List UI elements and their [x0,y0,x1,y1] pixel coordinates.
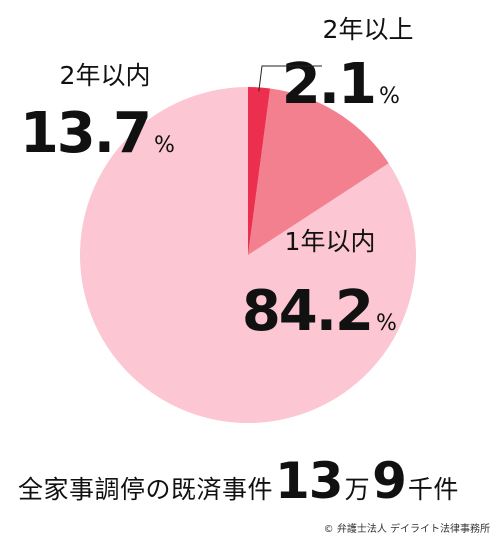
caption-prefix: 全家事調停の既済事件 [18,475,274,504]
slice-label-1: 1年以内 [285,227,376,256]
slice-value-2: 13.7 [20,101,150,166]
copyright-credit: © 弁護士法人 デイライト法律事務所 [323,524,490,535]
slice-label-3: 2年以上 [323,15,414,44]
slice-value-1: 84.2 [242,279,372,344]
caption-number-1: 13 [275,452,344,510]
slice-unit-2: % [154,133,175,158]
slice-unit-1: % [376,311,397,336]
slice-value-3: 2.1 [282,52,375,117]
pie-slice-3 [248,87,271,255]
slice-unit-3: % [379,84,400,109]
total-cases-caption: 全家事調停の既済事件 13 万 9 千件 [18,452,459,510]
caption-unit-2: 千件 [407,475,459,504]
slice-label-2: 2年以内 [60,61,151,90]
pie-slice-2 [248,88,389,255]
caption-unit-1: 万 [344,475,371,504]
leader-line [258,65,322,92]
caption-number-2: 9 [372,452,407,510]
